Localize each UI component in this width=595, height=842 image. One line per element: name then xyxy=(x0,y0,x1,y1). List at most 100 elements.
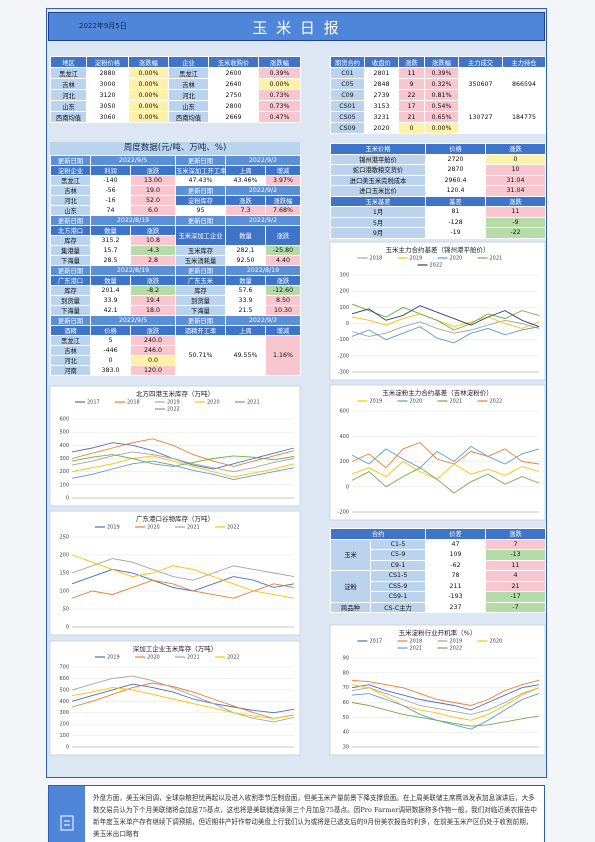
table-row: 河北 3120 0.00% 河北 2750 0.73% xyxy=(50,89,301,101)
table-cell: 蛇口港散粮交货价 xyxy=(330,164,426,176)
series-line xyxy=(351,687,540,715)
table-cell: CS09 xyxy=(330,122,365,134)
table-cell: 涨跌 xyxy=(130,225,176,236)
table-cell: 120.4 xyxy=(425,185,486,197)
table-row: 集港量 15.7 -4.3 玉米库存 282.1 -25.80 xyxy=(50,245,301,256)
table-row: C9-1 -62 11 xyxy=(331,559,546,571)
table-cell: 玉米收购价 xyxy=(208,56,259,68)
chart-title: 北方四港玉米库存（万吨） xyxy=(136,389,214,398)
y-tick-label: 40 xyxy=(343,730,349,736)
table-cell: 33.9 xyxy=(90,295,131,306)
y-tick-label: 0 xyxy=(66,745,69,751)
table-cell: 0.73% xyxy=(258,100,301,112)
table-cell: 282.1 xyxy=(225,245,266,256)
table-cell: 0.00% xyxy=(128,100,169,112)
series-line xyxy=(351,326,540,344)
y-tick-label: 200 xyxy=(59,469,69,475)
table-cell: -4.3 xyxy=(130,245,176,256)
table-row: 蛇口港散粮交货价 2870 10 xyxy=(330,164,546,176)
legend-label: 2020 xyxy=(147,655,160,661)
table-cell: 52.0 xyxy=(130,195,176,206)
table-cell: 22 xyxy=(398,89,425,101)
table-cell: 下海量 xyxy=(50,255,91,266)
y-tick-label: 300 xyxy=(59,456,69,462)
table-cell: 57.6 xyxy=(225,285,266,296)
table-cell: 玉米消耗量 xyxy=(175,255,226,266)
table-cell: 1月 xyxy=(330,206,426,218)
table-cell: 期货合约 xyxy=(330,56,365,68)
table-cell: 数量 xyxy=(90,225,131,236)
table-cell: 山东 xyxy=(50,100,87,112)
table-cell: 0.00% xyxy=(128,67,169,79)
y-tick-label: 100 xyxy=(59,482,69,488)
table-cell: 3000 xyxy=(86,78,129,90)
table-cell: 31.04 xyxy=(485,174,546,186)
table-cell: 28.5 xyxy=(90,255,131,266)
table-row: 玉米价格 价格 涨跌 xyxy=(330,143,546,155)
table-cell: 2640 xyxy=(208,78,259,90)
table-cell: 211 xyxy=(425,580,486,592)
table-cell: 19.0 xyxy=(130,185,176,196)
table-cell: 2880 xyxy=(86,67,129,79)
legend-label: 2020 xyxy=(207,400,220,406)
table-cell: 49.55% xyxy=(225,335,266,376)
table-cell: 涨跌 xyxy=(265,225,301,246)
table-cell: 价格 xyxy=(425,143,486,155)
table-cell: 涨跌幅 xyxy=(265,195,301,206)
table-cell: 更新日期 xyxy=(175,155,226,166)
table-cell: 库存 xyxy=(50,235,91,246)
table-cell: 0.0 xyxy=(130,355,176,366)
series-line xyxy=(71,460,295,481)
table-cell: -140 xyxy=(90,175,131,186)
table-cell: 2750 xyxy=(208,89,259,101)
table-cell: 237 xyxy=(425,601,486,613)
y-tick-label: 700 xyxy=(59,665,69,671)
table-cell: 西南均值 xyxy=(50,111,87,123)
table-cell: 2020 xyxy=(364,122,399,134)
legend-label: 2022 xyxy=(227,655,240,661)
table-cell: 涨跌 xyxy=(265,275,301,286)
table-cell: 锦州港平舱价 xyxy=(330,153,426,165)
table-cell: 主力成交 xyxy=(458,56,503,68)
table-cell: 0 xyxy=(398,122,425,134)
table-cell: 2022/9/5 xyxy=(90,315,176,326)
table-cell: 更新日期 xyxy=(175,265,226,276)
table-cell: 3120 xyxy=(86,89,129,101)
table-cell: 2022/9/5 xyxy=(90,155,176,166)
chart-title: 玉米淀粉行业开机率（%） xyxy=(399,628,477,637)
table-cell: -22 xyxy=(485,227,546,239)
summary-table: 地区 淀粉价格 涨跌幅 企业 玉米收购价 涨跌幅 黑龙江 2880 0.00% 黑龙江 2600 0.… xyxy=(50,56,301,123)
table-cell: 吉林 xyxy=(168,78,209,90)
legend-label: 2017 xyxy=(87,400,100,406)
table-cell: 淀粉企业 xyxy=(50,165,91,176)
table-row: 5月 -128 -9 xyxy=(330,216,546,228)
table-cell: -193 xyxy=(425,591,486,603)
table-row: 1月 81 11 xyxy=(330,206,546,218)
table-cell: 0.39% xyxy=(424,67,459,79)
series-line xyxy=(71,683,295,714)
table-cell: C1-5 xyxy=(370,538,426,550)
table-cell: CS5-9 xyxy=(370,580,426,592)
table-cell: 109 xyxy=(425,549,486,561)
y-tick-label: 400 xyxy=(339,434,349,440)
table-cell: 42.1 xyxy=(90,305,131,316)
table-cell: 企业 xyxy=(168,56,209,68)
y-tick-label: -200 xyxy=(338,353,349,359)
table-row: 进口玉米比价 120.4 31.04 xyxy=(330,185,546,197)
y-tick-label: 400 xyxy=(59,443,69,449)
table-row: 下海量 42.1 18.0 下海量 21.5 10.30 xyxy=(50,305,301,316)
y-tick-label: 50 xyxy=(343,715,349,721)
table-row: 更新日期 2022/8/19 更新日期 2022/9/2 xyxy=(50,215,301,226)
table-cell: 淀粉库存 xyxy=(175,195,226,206)
table-cell: 78 xyxy=(425,570,486,582)
table-cell: 广东港口 xyxy=(50,275,91,286)
legend-label: 2022 xyxy=(227,525,240,531)
table-cell: 47 xyxy=(425,538,486,550)
table-cell: 2848 xyxy=(364,78,399,90)
series-line xyxy=(71,687,295,719)
table-cell: 黑龙江 xyxy=(50,67,87,79)
table-cell: 21.5 xyxy=(225,305,266,316)
table-cell: 更新日期 xyxy=(50,215,91,226)
table-cell: 7.68% xyxy=(265,205,301,216)
y-tick-label: 500 xyxy=(59,430,69,436)
